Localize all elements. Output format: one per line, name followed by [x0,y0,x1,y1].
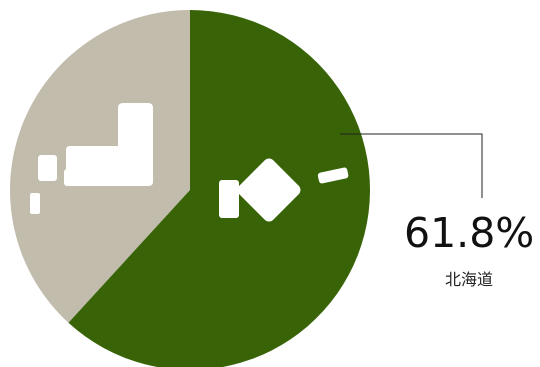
category-label: 北海道 [444,270,493,289]
hokkaido-west-shape [219,180,239,218]
japan-island-shape [30,193,40,214]
japan-island-shape [38,155,57,181]
hokkaido-east-shape [317,167,349,184]
japan-island-shape [64,169,87,186]
percentage-label: 61.8% [404,209,535,257]
japan-honshu-shape [66,103,153,186]
hokkaido-map-icon [219,158,349,222]
leader-line [340,133,483,198]
hokkaido-main-shape [237,158,301,222]
japan-map-icon [30,103,153,214]
